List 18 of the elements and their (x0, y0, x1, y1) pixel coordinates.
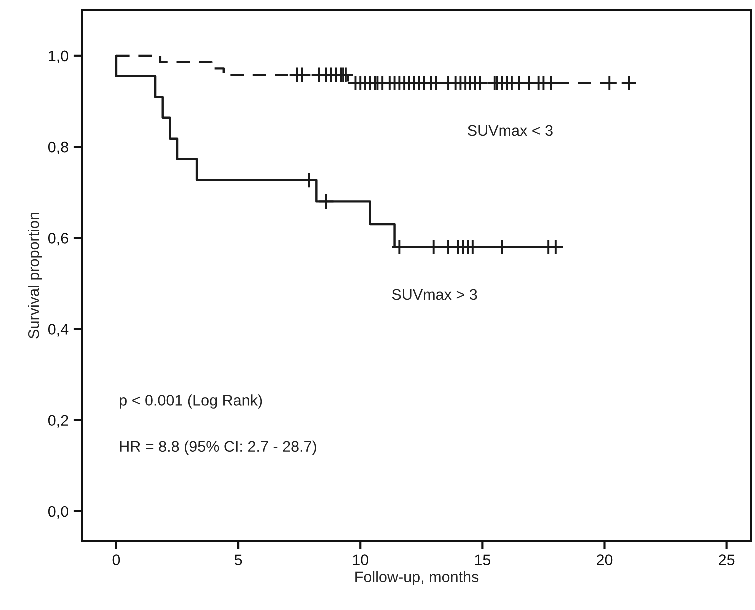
x-tick-label: 5 (234, 554, 242, 566)
y-tick-label: 0,2 (48, 415, 68, 428)
y-tick-label: 0,8 (48, 142, 68, 155)
x-tick-label: 15 (475, 554, 491, 566)
y-tick-label: 1,0 (49, 50, 69, 64)
x-tick-label: 10 (353, 554, 369, 566)
y-axis-title: Survival proportion (28, 213, 42, 339)
text: SUVmax > 3 (392, 289, 478, 300)
annotation: p < 0.001 (Log Rank) (120, 394, 262, 409)
text: SUVmax < 3 (468, 125, 553, 136)
x-tick-label: 25 (719, 554, 735, 566)
x-tick-label: 20 (597, 554, 613, 566)
y-tick-label: 0,0 (48, 506, 69, 519)
y-tick-label: 0,6 (48, 233, 68, 246)
x-axis-title: Follow-up, months (356, 571, 479, 586)
y-tick-label: 0,4 (48, 324, 69, 337)
x-tick-label: 0 (112, 554, 120, 566)
annotation: HR = 8.8 (95% CI: 2.7 - 28.7) (120, 440, 316, 456)
